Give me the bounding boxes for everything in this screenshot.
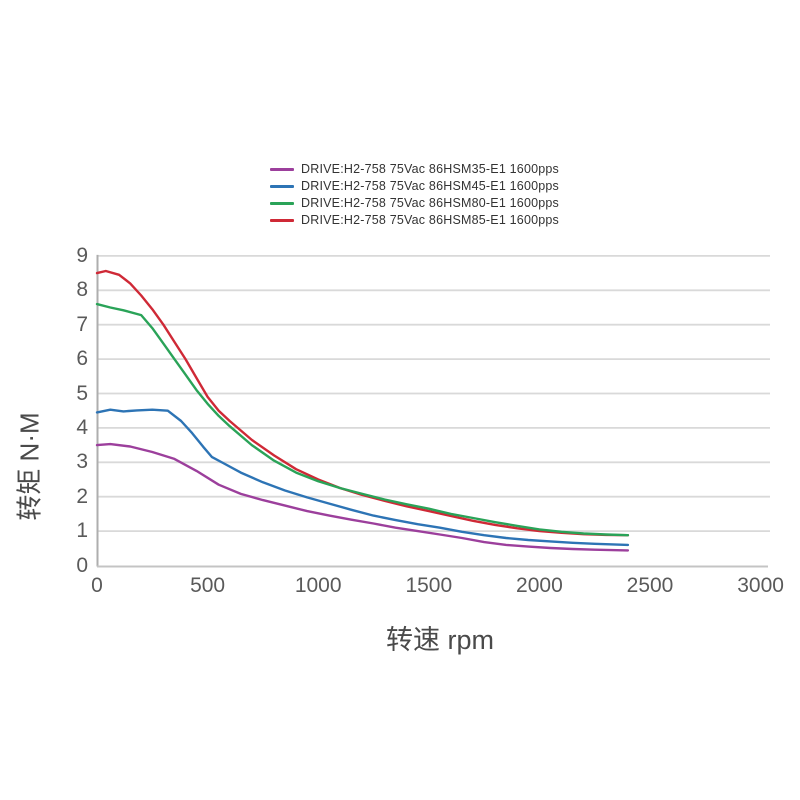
y-tick-label-4: 4 (76, 415, 88, 439)
legend-item-86hsm85: DRIVE:H2-758 75Vac 86HSM85-E1 1600pps (270, 213, 559, 227)
chart-legend: DRIVE:H2-758 75Vac 86HSM35-E1 1600pps DRI… (270, 162, 559, 227)
x-tick-label-0: 0 (91, 573, 103, 597)
x-tick-label-1500: 1500 (405, 573, 453, 597)
legend-item-86hsm80: DRIVE:H2-758 75Vac 86HSM80-E1 1600pps (270, 196, 559, 210)
x-tick-label-500: 500 (190, 573, 226, 597)
y-tick-label-6: 6 (76, 347, 88, 371)
x-tick-label-1000: 1000 (294, 573, 342, 597)
legend-label: DRIVE:H2-758 75Vac 86HSM80-E1 1600pps (301, 196, 560, 210)
x-tick-label-2500: 2500 (626, 573, 674, 597)
legend-line-swatch (270, 218, 294, 222)
legend-label: DRIVE:H2-758 75Vac 86HSM85-E1 1600pps (301, 213, 560, 227)
torque-curve-86hsm80 (95, 302, 630, 537)
torque-curve-86hsm35 (95, 442, 630, 552)
x-tick-label-2000: 2000 (516, 573, 563, 597)
y-tick-label-8: 8 (76, 278, 88, 302)
legend-label: DRIVE:H2-758 75Vac 86HSM35-E1 1600pps (301, 162, 560, 176)
y-tick-label-7: 7 (76, 312, 88, 336)
legend-item-86hsm35: DRIVE:H2-758 75Vac 86HSM35-E1 1600pps (270, 162, 559, 176)
legend-line-swatch (270, 167, 294, 171)
legend-line-swatch (270, 184, 294, 188)
legend-label: DRIVE:H2-758 75Vac 86HSM45-E1 1600pps (301, 179, 560, 193)
torque-curve-86hsm45 (95, 408, 630, 547)
x-axis-title: 转速 rpm (386, 625, 494, 655)
y-tick-label-2: 2 (76, 484, 88, 508)
y-axis-title: 转矩 N·M (14, 412, 45, 521)
y-tick-label-5: 5 (76, 381, 88, 405)
legend-item-86hsm45: DRIVE:H2-758 75Vac 86HSM45-E1 1600pps (270, 179, 559, 193)
torque-curve-86hsm85 (95, 269, 630, 537)
y-tick-label-9: 9 (76, 243, 88, 267)
y-tick-label-3: 3 (76, 450, 88, 474)
y-tick-label-1: 1 (76, 519, 88, 543)
x-tick-label-3000: 3000 (737, 573, 784, 597)
y-tick-label-0: 0 (76, 553, 88, 577)
legend-line-swatch (270, 201, 294, 205)
